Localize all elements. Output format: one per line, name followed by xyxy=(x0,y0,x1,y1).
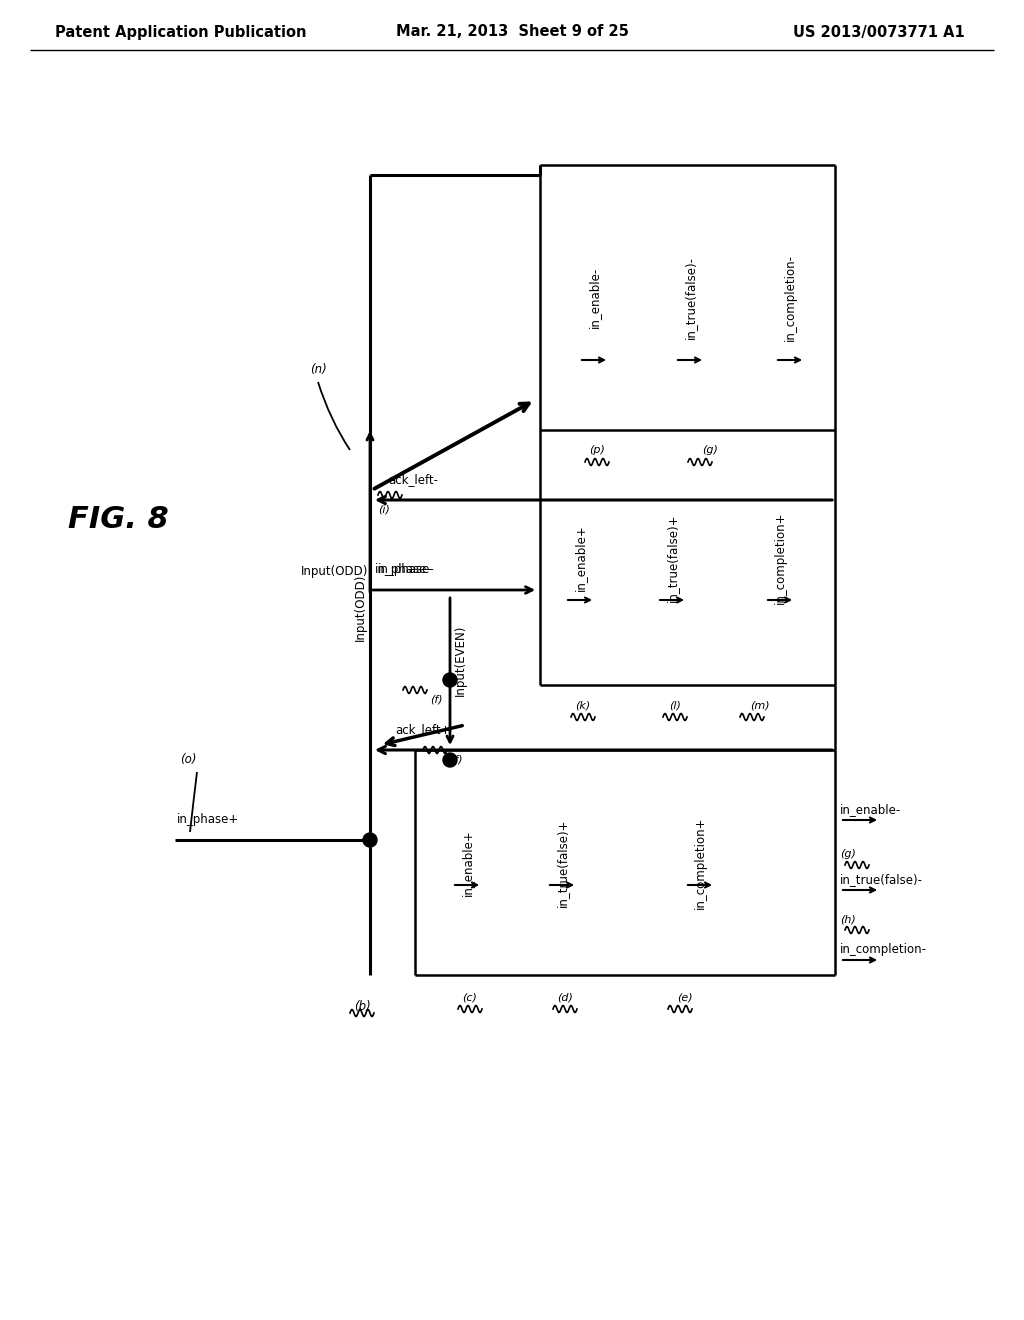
Text: (f): (f) xyxy=(450,755,463,766)
Text: in_enable-: in_enable- xyxy=(840,804,901,817)
Circle shape xyxy=(443,673,457,686)
Text: in_completion+: in_completion+ xyxy=(693,816,707,908)
Text: Input(ODD): Input(ODD) xyxy=(354,574,367,642)
Text: (g): (g) xyxy=(702,445,718,455)
Text: in_enable+: in_enable+ xyxy=(461,829,473,896)
Text: in_true(false)-: in_true(false)- xyxy=(683,256,696,339)
Circle shape xyxy=(443,752,457,767)
Text: (o): (o) xyxy=(180,754,197,767)
Text: (f): (f) xyxy=(430,696,442,705)
Text: in_completion+: in_completion+ xyxy=(773,511,786,603)
Text: in_completion-: in_completion- xyxy=(840,944,927,957)
Text: in_true(false)+: in_true(false)+ xyxy=(555,818,568,907)
Text: ack_left+: ack_left+ xyxy=(395,723,451,737)
Text: (g): (g) xyxy=(840,849,856,859)
Text: (i): (i) xyxy=(378,506,390,515)
Text: in_true(false)+: in_true(false)+ xyxy=(666,513,679,602)
Text: in_completion-: in_completion- xyxy=(783,253,797,341)
Text: (m): (m) xyxy=(751,700,770,710)
Text: Mar. 21, 2013  Sheet 9 of 25: Mar. 21, 2013 Sheet 9 of 25 xyxy=(395,25,629,40)
Text: (p): (p) xyxy=(589,445,605,455)
Text: in_phase+: in_phase+ xyxy=(177,813,240,826)
Text: (d): (d) xyxy=(557,993,573,1002)
Text: in_phase-: in_phase- xyxy=(378,564,435,576)
Text: Patent Application Publication: Patent Application Publication xyxy=(55,25,306,40)
Text: (h): (h) xyxy=(840,915,856,925)
Text: in_enable-: in_enable- xyxy=(588,267,600,329)
Text: Input(EVEN): Input(EVEN) xyxy=(454,624,467,696)
Text: US 2013/0073771 A1: US 2013/0073771 A1 xyxy=(794,25,965,40)
Text: (e): (e) xyxy=(677,993,693,1002)
Text: (l): (l) xyxy=(669,700,681,710)
Text: in_phase-: in_phase- xyxy=(375,564,432,576)
Text: in_enable+: in_enable+ xyxy=(573,524,587,591)
Text: (k): (k) xyxy=(575,700,591,710)
Text: (b): (b) xyxy=(353,1001,371,1012)
Text: ack_left-: ack_left- xyxy=(388,473,438,486)
Text: (c): (c) xyxy=(463,993,477,1002)
Text: in_true(false)-: in_true(false)- xyxy=(840,874,923,887)
Text: (n): (n) xyxy=(310,363,327,376)
Circle shape xyxy=(362,833,377,847)
Text: Input(ODD): Input(ODD) xyxy=(301,565,368,578)
Text: FIG. 8: FIG. 8 xyxy=(68,506,169,535)
